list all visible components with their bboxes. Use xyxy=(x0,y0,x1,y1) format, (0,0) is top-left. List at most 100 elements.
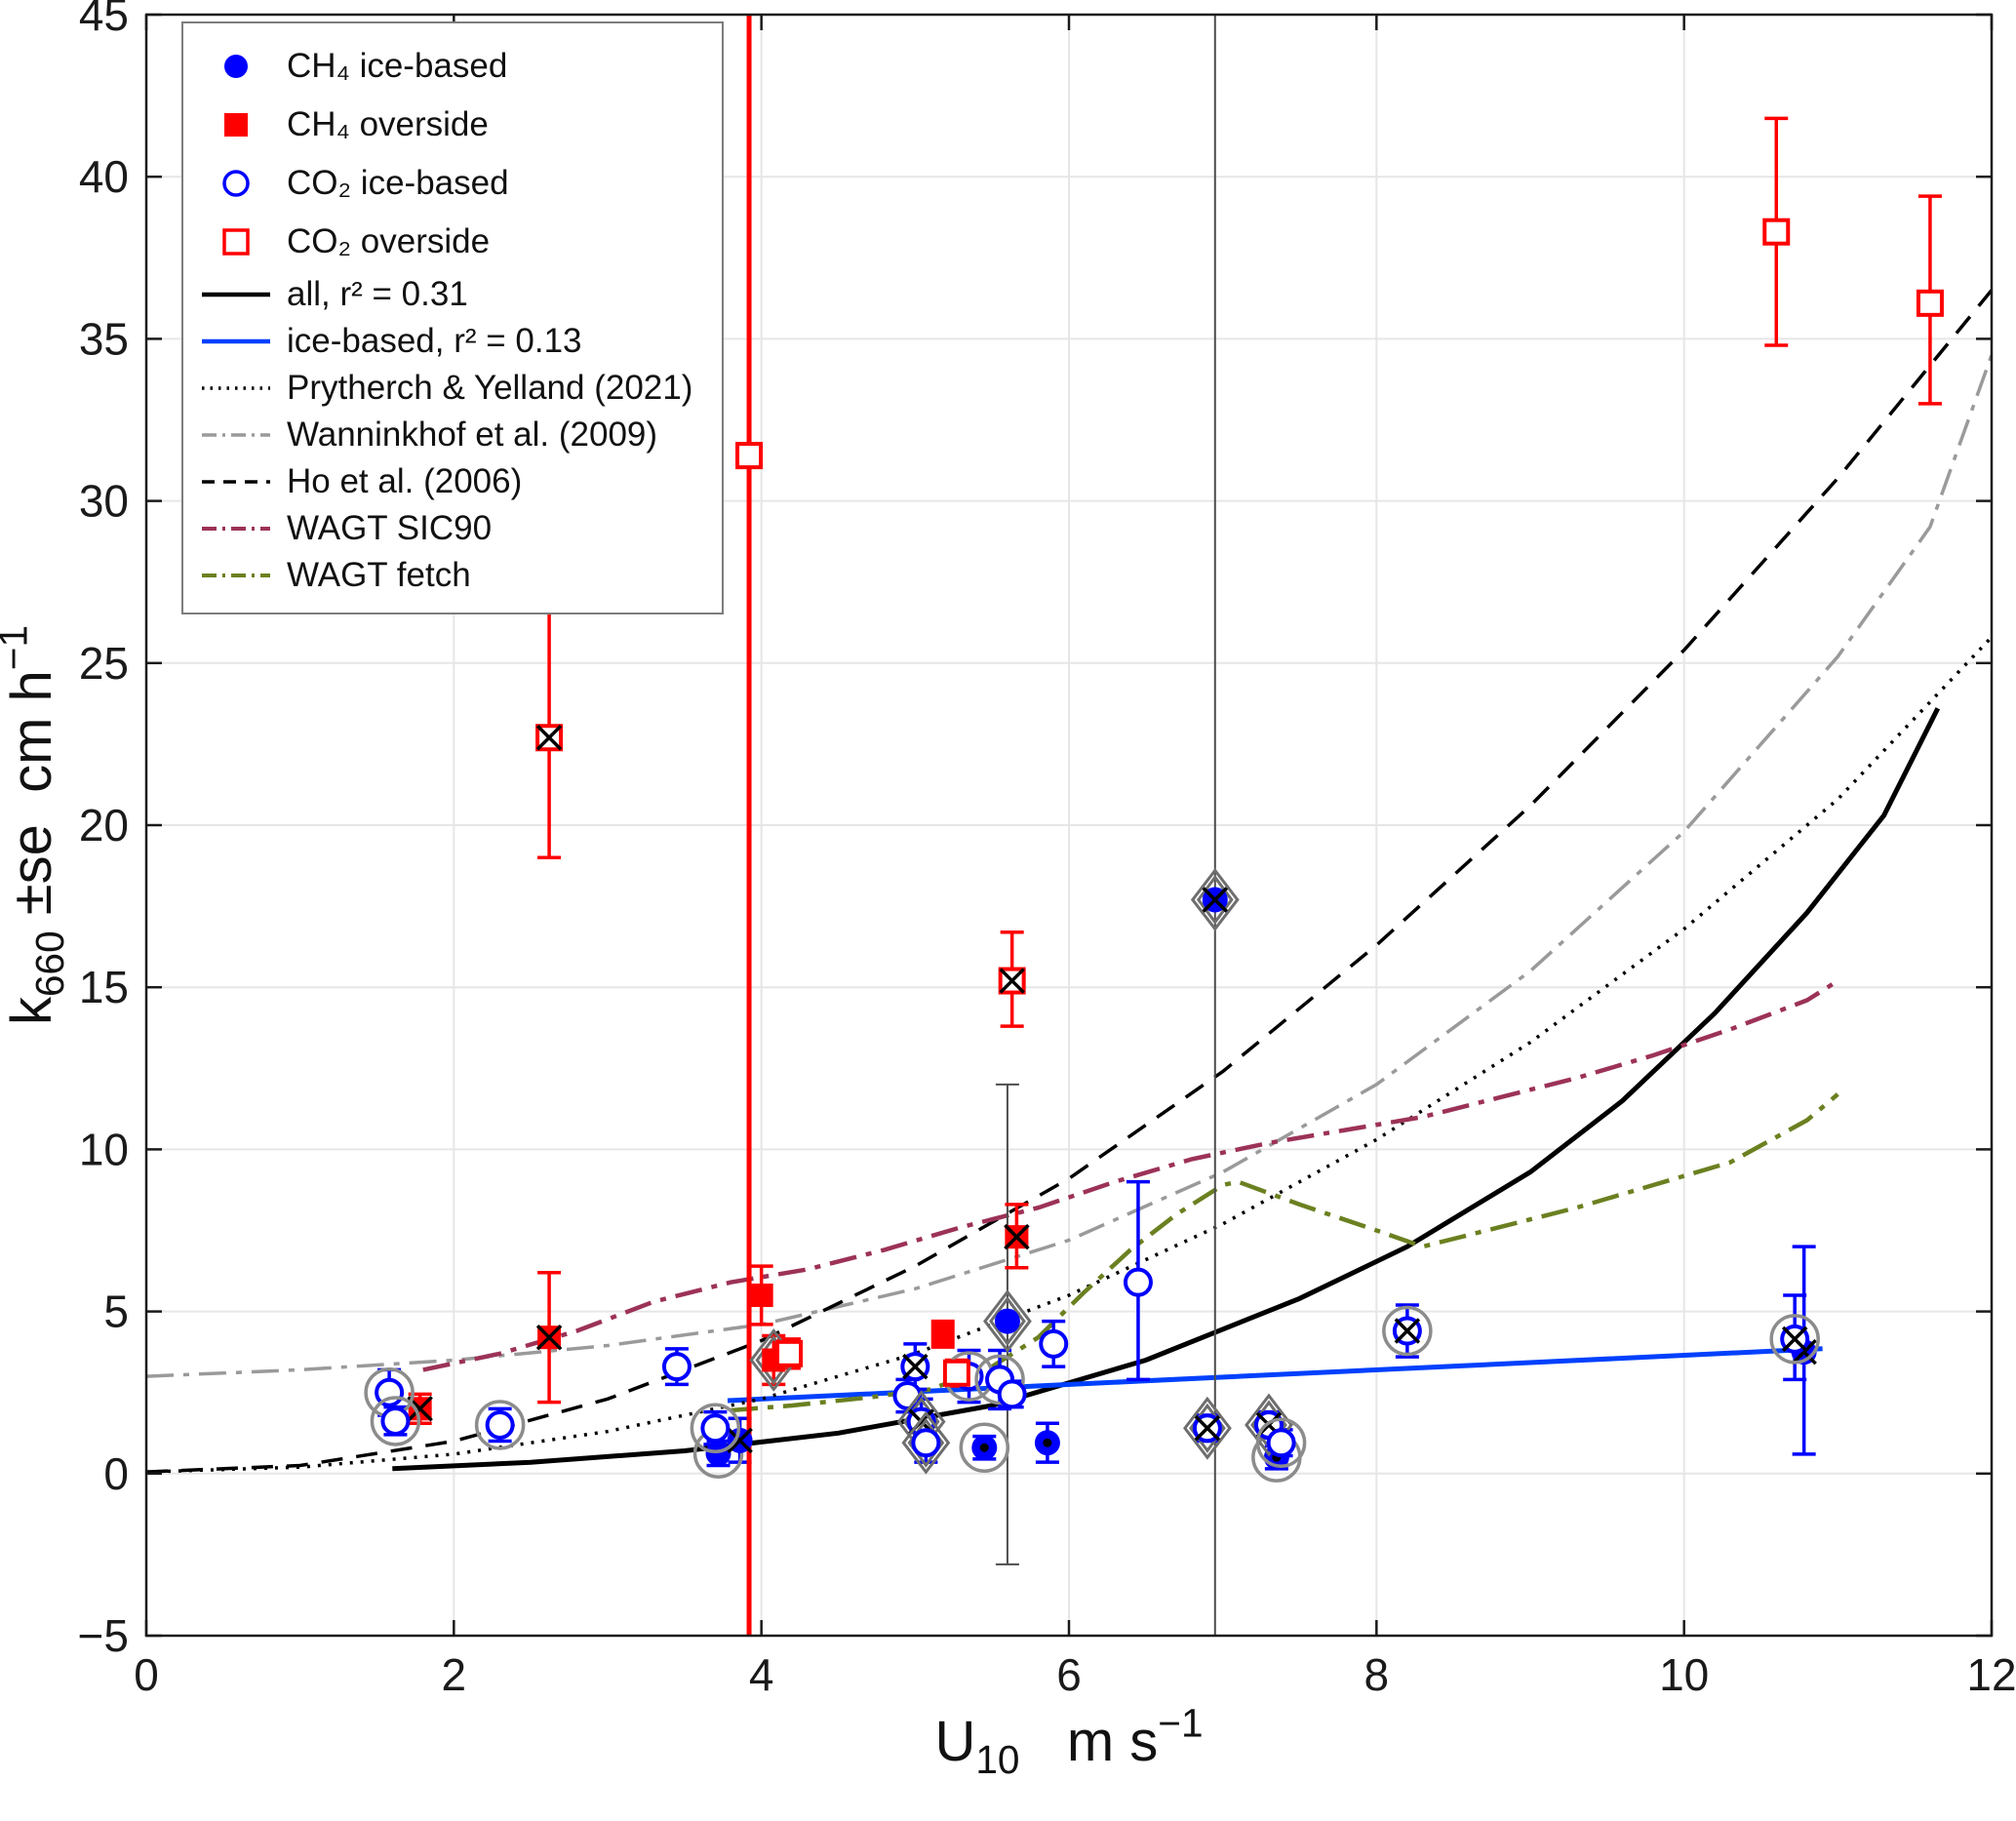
y-tick-label: 5 xyxy=(103,1287,129,1337)
legend-item: all, r² = 0.31 xyxy=(199,271,692,318)
dashed-line-icon xyxy=(202,480,270,484)
data-point xyxy=(1039,1328,1069,1359)
legend-item: CH₄ overside xyxy=(199,96,692,154)
diamond-outline-overlay xyxy=(983,1289,1032,1354)
diamond-outline-overlay xyxy=(901,1410,951,1475)
legend-item: CO₂ ice-based xyxy=(199,154,692,213)
legend-item: Wanninkhof et al. (2009) xyxy=(199,412,692,458)
x-tick-label: 10 xyxy=(1659,1649,1709,1700)
solid-line-icon xyxy=(202,338,270,344)
dot-overlay xyxy=(979,1443,989,1452)
y-axis-label: k660 ±se cm h−1 xyxy=(0,625,72,1025)
data-point xyxy=(705,1441,731,1467)
x-axis-label: U10 m s−1 xyxy=(934,1701,1203,1782)
dotted-line-icon xyxy=(202,386,270,390)
legend-label: all, r² = 0.31 xyxy=(287,275,468,313)
solid-line-icon xyxy=(202,292,270,297)
data-point xyxy=(994,1308,1020,1334)
circle-outline-overlay xyxy=(1255,1417,1307,1468)
x-marker-overlay xyxy=(1781,1326,1808,1353)
legend-label: Ho et al. (2006) xyxy=(287,462,523,500)
data-point xyxy=(911,1428,941,1458)
legend-item: WAGT fetch xyxy=(199,552,692,599)
x-tick-label: 4 xyxy=(749,1649,774,1700)
circle-outline-overlay xyxy=(690,1403,741,1454)
x-marker-overlay xyxy=(535,725,563,751)
x-marker-overlay xyxy=(407,1396,433,1422)
y-tick-label: 0 xyxy=(103,1448,129,1499)
legend-label: Wanninkhof et al. (2009) xyxy=(287,416,658,454)
legend-item: WAGT SIC90 xyxy=(199,505,692,552)
plot-area xyxy=(146,15,1992,1636)
circle-outline-overlay xyxy=(974,1354,1025,1405)
x-tick-label: 2 xyxy=(442,1649,467,1700)
dashdot-line-icon xyxy=(202,433,270,437)
curve-wagt-sic90 xyxy=(422,978,1839,1372)
errorbars-co2-overside xyxy=(537,15,1942,1636)
x-marker-overlay xyxy=(999,968,1025,994)
x-tick-label: 8 xyxy=(1364,1649,1390,1700)
dashdot-line-icon xyxy=(202,574,270,577)
circle-open-marker-icon xyxy=(222,170,250,197)
data-point xyxy=(1266,1428,1296,1458)
series-ch4-overside xyxy=(407,1223,1030,1422)
x-marker-overlay xyxy=(1791,1338,1817,1366)
x-tick-label: 12 xyxy=(1966,1649,2016,1700)
legend-item: CO₂ overside xyxy=(199,213,692,271)
diamond-outline-overlay xyxy=(1196,874,1234,925)
x-marker-overlay xyxy=(1202,887,1229,913)
diamond-outline-overlay xyxy=(1183,1396,1232,1460)
square-open-marker-icon xyxy=(222,228,250,256)
circle-outline-overlay xyxy=(474,1400,526,1450)
y-tick-label: 20 xyxy=(79,800,129,851)
circle-outline-overlay xyxy=(1769,1314,1820,1365)
x-tick-label: 6 xyxy=(1056,1649,1082,1700)
circle-outline-overlay xyxy=(370,1396,421,1446)
y-tick-label: 35 xyxy=(79,313,129,364)
x-marker-overlay xyxy=(1004,1223,1030,1250)
legend-item: Ho et al. (2006) xyxy=(199,458,692,505)
circle-outline-overlay xyxy=(1382,1305,1433,1357)
dashdot-line-icon xyxy=(202,527,270,531)
series-co2-overside xyxy=(535,218,1944,1387)
legend: CH₄ ice-based CH₄ overside CO₂ ice-based CO… xyxy=(181,21,725,614)
x-tick-label: 0 xyxy=(134,1649,159,1700)
y-tick-label: 30 xyxy=(79,476,129,527)
errorbars-co2-ice xyxy=(377,1179,1807,1464)
curve-wagt-fetch xyxy=(730,1092,1839,1413)
data-point xyxy=(942,1359,970,1387)
x-marker-overlay xyxy=(1394,1318,1421,1344)
circle-outline-overlay xyxy=(959,1422,1010,1473)
data-point xyxy=(1762,218,1791,246)
data-point xyxy=(1916,289,1944,317)
diamond-outline-overlay xyxy=(989,1296,1026,1347)
legend-label: CO₂ ice-based xyxy=(287,164,509,202)
x-marker-overlay xyxy=(1194,1415,1221,1442)
data-point xyxy=(380,1405,411,1436)
y-tick-label: 25 xyxy=(79,638,129,689)
data-point xyxy=(735,442,764,470)
dot-overlay xyxy=(1043,1438,1052,1447)
data-point xyxy=(997,1379,1027,1409)
data-point xyxy=(930,1322,955,1346)
data-point xyxy=(1123,1267,1153,1297)
data-point xyxy=(485,1409,515,1440)
legend-label: CH₄ overside xyxy=(287,105,489,143)
legend-label: Prytherch & Yelland (2021) xyxy=(287,369,693,407)
series-co2-ice xyxy=(364,1267,1820,1475)
curve-ho-2006 xyxy=(146,289,1992,1474)
legend-label: WAGT fetch xyxy=(287,556,471,594)
data-point xyxy=(661,1352,692,1382)
y-tick-label: 40 xyxy=(79,151,129,202)
legend-label: CO₂ overside xyxy=(287,222,491,260)
diamond-outline-overlay xyxy=(1190,867,1240,931)
curve-prytherch-yelland-2021 xyxy=(146,635,1992,1474)
legend-label: CH₄ ice-based xyxy=(287,47,508,85)
x-marker-overlay xyxy=(727,1427,753,1454)
x-marker-overlay xyxy=(902,1353,929,1380)
y-tick-label: 15 xyxy=(79,962,129,1012)
legend-item: CH₄ ice-based xyxy=(199,37,692,96)
y-tick-label: 45 xyxy=(79,0,129,40)
